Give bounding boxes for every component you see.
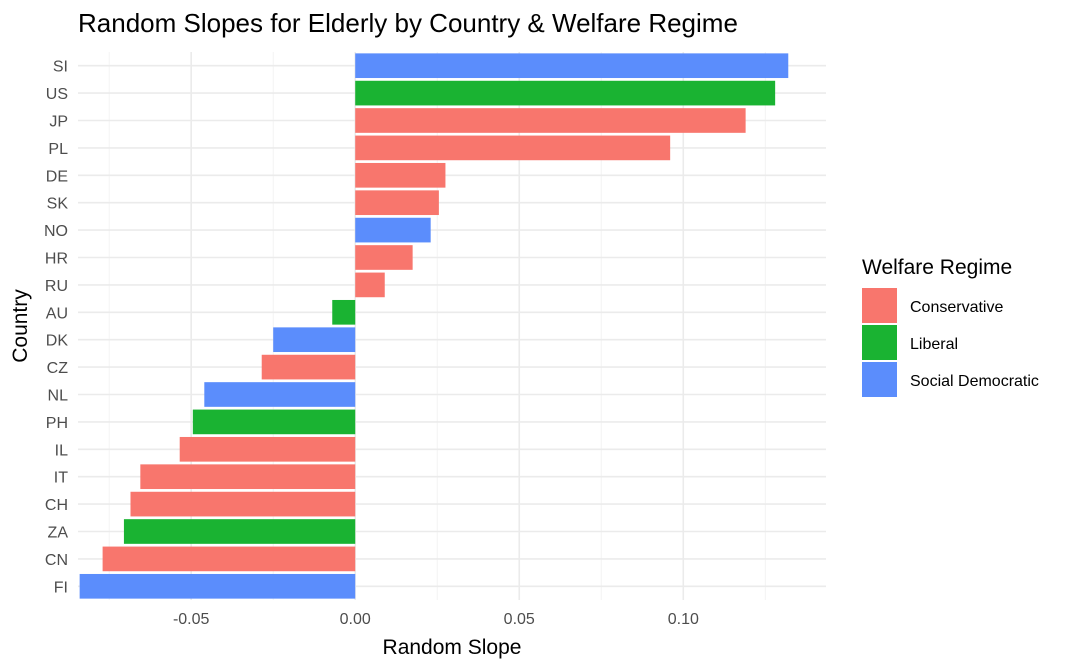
x-tick-label: 0.00 (340, 611, 371, 628)
y-tick-label: SK (47, 196, 69, 213)
bar-au (332, 299, 356, 325)
bar-cn (102, 546, 356, 572)
y-tick-label: PL (48, 141, 68, 158)
bar-de (355, 162, 446, 188)
bar-il (179, 436, 356, 462)
y-tick-label: CH (45, 497, 68, 514)
y-tick-label: SI (53, 59, 68, 76)
bar-ch (130, 491, 356, 517)
legend-key-liberal (862, 325, 897, 360)
bar-si (355, 53, 789, 79)
y-tick-label: HR (45, 251, 68, 268)
bar-fi (79, 573, 356, 599)
y-tick-label: US (46, 86, 68, 103)
bar-hr (355, 245, 413, 270)
y-tick-label: RU (45, 278, 68, 295)
x-tick-label: 0.10 (668, 611, 699, 628)
y-tick-label: ZA (48, 525, 69, 542)
legend-title: Welfare Regime (862, 256, 1012, 279)
y-tick-labels: SI US JP PL DE SK NO HR RU AU DK CZ NL PH IL IT CH ZA CN FI (44, 59, 68, 597)
y-tick-label: IL (55, 442, 68, 459)
legend-label: Liberal (910, 336, 958, 353)
bar-ph (192, 409, 356, 435)
y-tick-label: IT (54, 470, 68, 487)
y-tick-label: DE (46, 168, 68, 185)
y-axis-title: Country (9, 289, 32, 363)
bars (79, 53, 789, 599)
y-tick-label: AU (46, 305, 68, 322)
chart-title: Random Slopes for Elderly by Country & W… (78, 8, 738, 38)
x-tick-labels: -0.05 0.00 0.05 0.10 (173, 611, 699, 628)
bar-us (355, 80, 776, 106)
legend-key-social-democratic (862, 362, 897, 397)
x-tick-label: 0.05 (504, 611, 535, 628)
x-tick-label: -0.05 (173, 611, 210, 628)
legend-label: Conservative (910, 299, 1003, 316)
bar-jp (355, 108, 746, 133)
y-tick-label: FI (54, 579, 68, 596)
bar-dk (273, 327, 356, 353)
bar-pl (355, 135, 671, 161)
legend-key-conservative (862, 288, 897, 323)
y-tick-label: DK (46, 333, 69, 350)
x-axis-title: Random Slope (383, 636, 522, 659)
y-tick-label: CZ (47, 360, 69, 377)
y-tick-label: NO (44, 223, 68, 240)
y-tick-label: NL (48, 388, 69, 405)
bar-sk (355, 190, 439, 216)
bar-ru (355, 272, 385, 298)
bar-za (123, 519, 356, 544)
legend: Welfare Regime Conservative Liberal Social… (862, 256, 1039, 397)
y-tick-label: CN (45, 552, 68, 569)
grid (78, 52, 826, 600)
legend-label: Social Democratic (910, 373, 1039, 390)
y-tick-label: JP (49, 114, 68, 131)
y-tick-label: PH (46, 415, 68, 432)
bar-nl (204, 382, 356, 407)
bar-cz (261, 354, 356, 380)
bar-it (140, 464, 356, 490)
bar-no (355, 217, 431, 243)
